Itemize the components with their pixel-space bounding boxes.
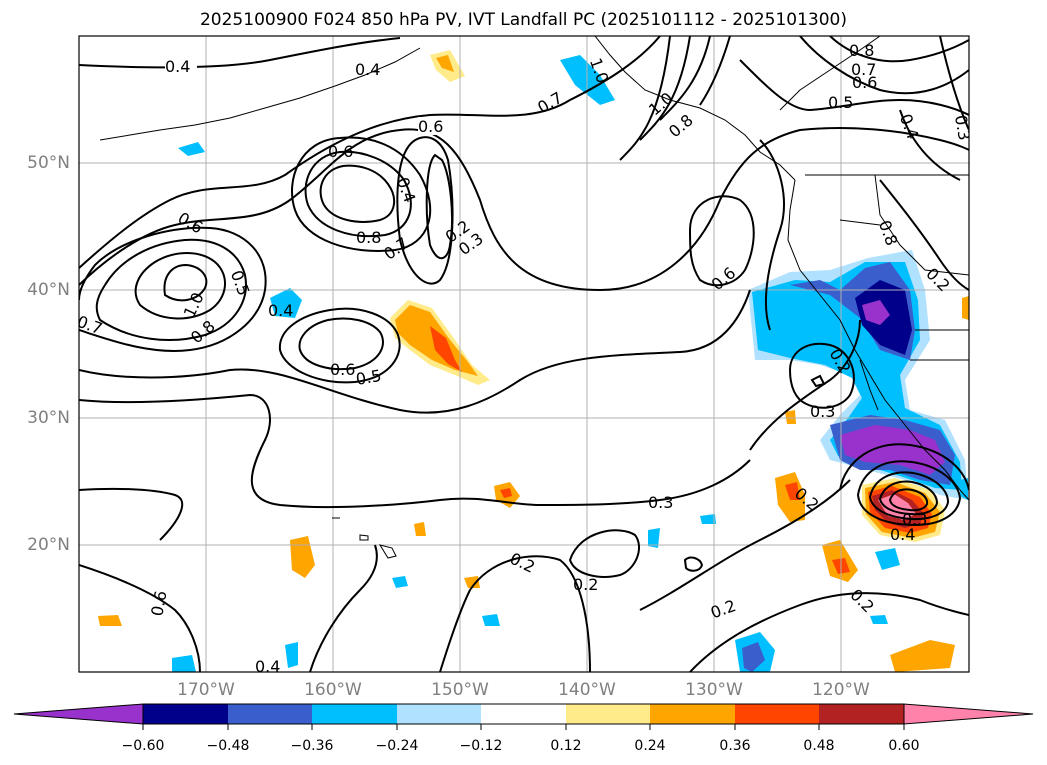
colorbar-bin [481,704,566,724]
colorbar-bin [397,704,481,724]
pos-spot [500,488,512,498]
contour-label: 0.4 [890,525,915,544]
contour-label: 0.4 [355,60,380,79]
map-frame [78,35,970,673]
lon-label: 160°W [304,680,362,700]
colorbar-tick-label: −0.60 [121,738,165,754]
contour-label: 0.6 [418,117,443,136]
pos-spot [962,296,969,320]
contour-label: 0.5 [354,366,382,389]
pos-spot [98,615,122,626]
colorbar-bin [228,704,312,724]
neg-spot [178,142,205,156]
lat-label: 40°N [27,280,70,300]
colorbar-bin [566,704,650,724]
neg-spot [270,288,302,318]
pv-contours [79,36,969,672]
pos-spot [785,482,800,500]
lat-label: 30°N [27,408,70,428]
colorbar-tick-label: 0.48 [803,738,835,754]
pos-spot [890,640,955,672]
neg-spot [700,514,716,524]
neg-spot [870,615,888,624]
pos-shade-deep [430,326,462,372]
colorbar-extend-low [13,703,144,725]
colorbar-tick-label: 0.60 [888,738,920,754]
neg-spot [482,614,500,626]
contour-label: 0.2 [573,575,598,594]
neg-spot [742,642,765,672]
lat-label: 20°N [27,535,70,555]
neg-spot [875,548,900,570]
colorbar-bin [312,704,397,724]
contour-label: 0.4 [255,657,280,676]
contour-label: 0.5 [828,93,853,112]
colorbar-bin [143,704,228,724]
contour-label: 0.8 [356,228,381,247]
lat-label: 50°N [27,153,70,173]
neg-spot [285,642,298,668]
lon-label: 150°W [431,680,489,700]
gridlines [79,36,969,672]
colorbar-tick-label: 0.36 [719,738,751,754]
contour-label: 0.3 [810,402,835,421]
colorbar-tick-label: −0.36 [290,738,334,754]
lon-label: 130°W [685,680,743,700]
contour-label: 0.6 [852,73,877,92]
colorbar-tick-label: 0.24 [634,738,666,754]
contour-label: 0.8 [849,41,874,60]
pos-spot [464,576,480,588]
pos-spot [290,536,315,578]
contour-label: 0.7 [851,60,876,79]
colorbar-bin [650,704,735,724]
colorbar-tick-label: −0.12 [459,738,503,754]
neg-spot [392,576,408,588]
lon-label: 170°W [177,680,235,700]
coastlines [99,36,969,559]
colorbar [13,703,1034,730]
contour-label: 0.6 [330,360,355,379]
contour-label: 0.4 [268,301,293,320]
neg-spot [960,478,968,500]
pos-spot [414,522,426,536]
colorbar-extend-high [903,703,1034,725]
neg-shade-core1 [862,300,890,325]
colorbar-frame [142,703,905,725]
colorbar-bin [819,704,904,724]
colorbar-tick-label: −0.48 [206,738,250,754]
shaded-field [98,50,969,672]
contour-label: 0.3 [648,493,673,512]
contour-label: 0.3 [902,510,927,529]
neg-spot [648,528,660,548]
map-title: 2025100900 F024 850 hPa PV, IVT Landfall… [199,10,847,30]
colorbar-bin [735,704,819,724]
pos-spot [785,410,796,424]
lon-label: 120°W [812,680,870,700]
colorbar-tick-label: 0.12 [550,738,582,754]
contour-label: 0.4 [165,57,190,76]
pos-spot [436,55,454,72]
neg-spot [172,655,196,672]
contour-label: 0.3 [951,114,974,142]
contour-label: 0.6 [147,589,170,617]
colorbar-tick-label: −0.24 [375,738,419,754]
lon-label: 140°W [558,680,616,700]
contour-label: 0.6 [328,142,353,161]
